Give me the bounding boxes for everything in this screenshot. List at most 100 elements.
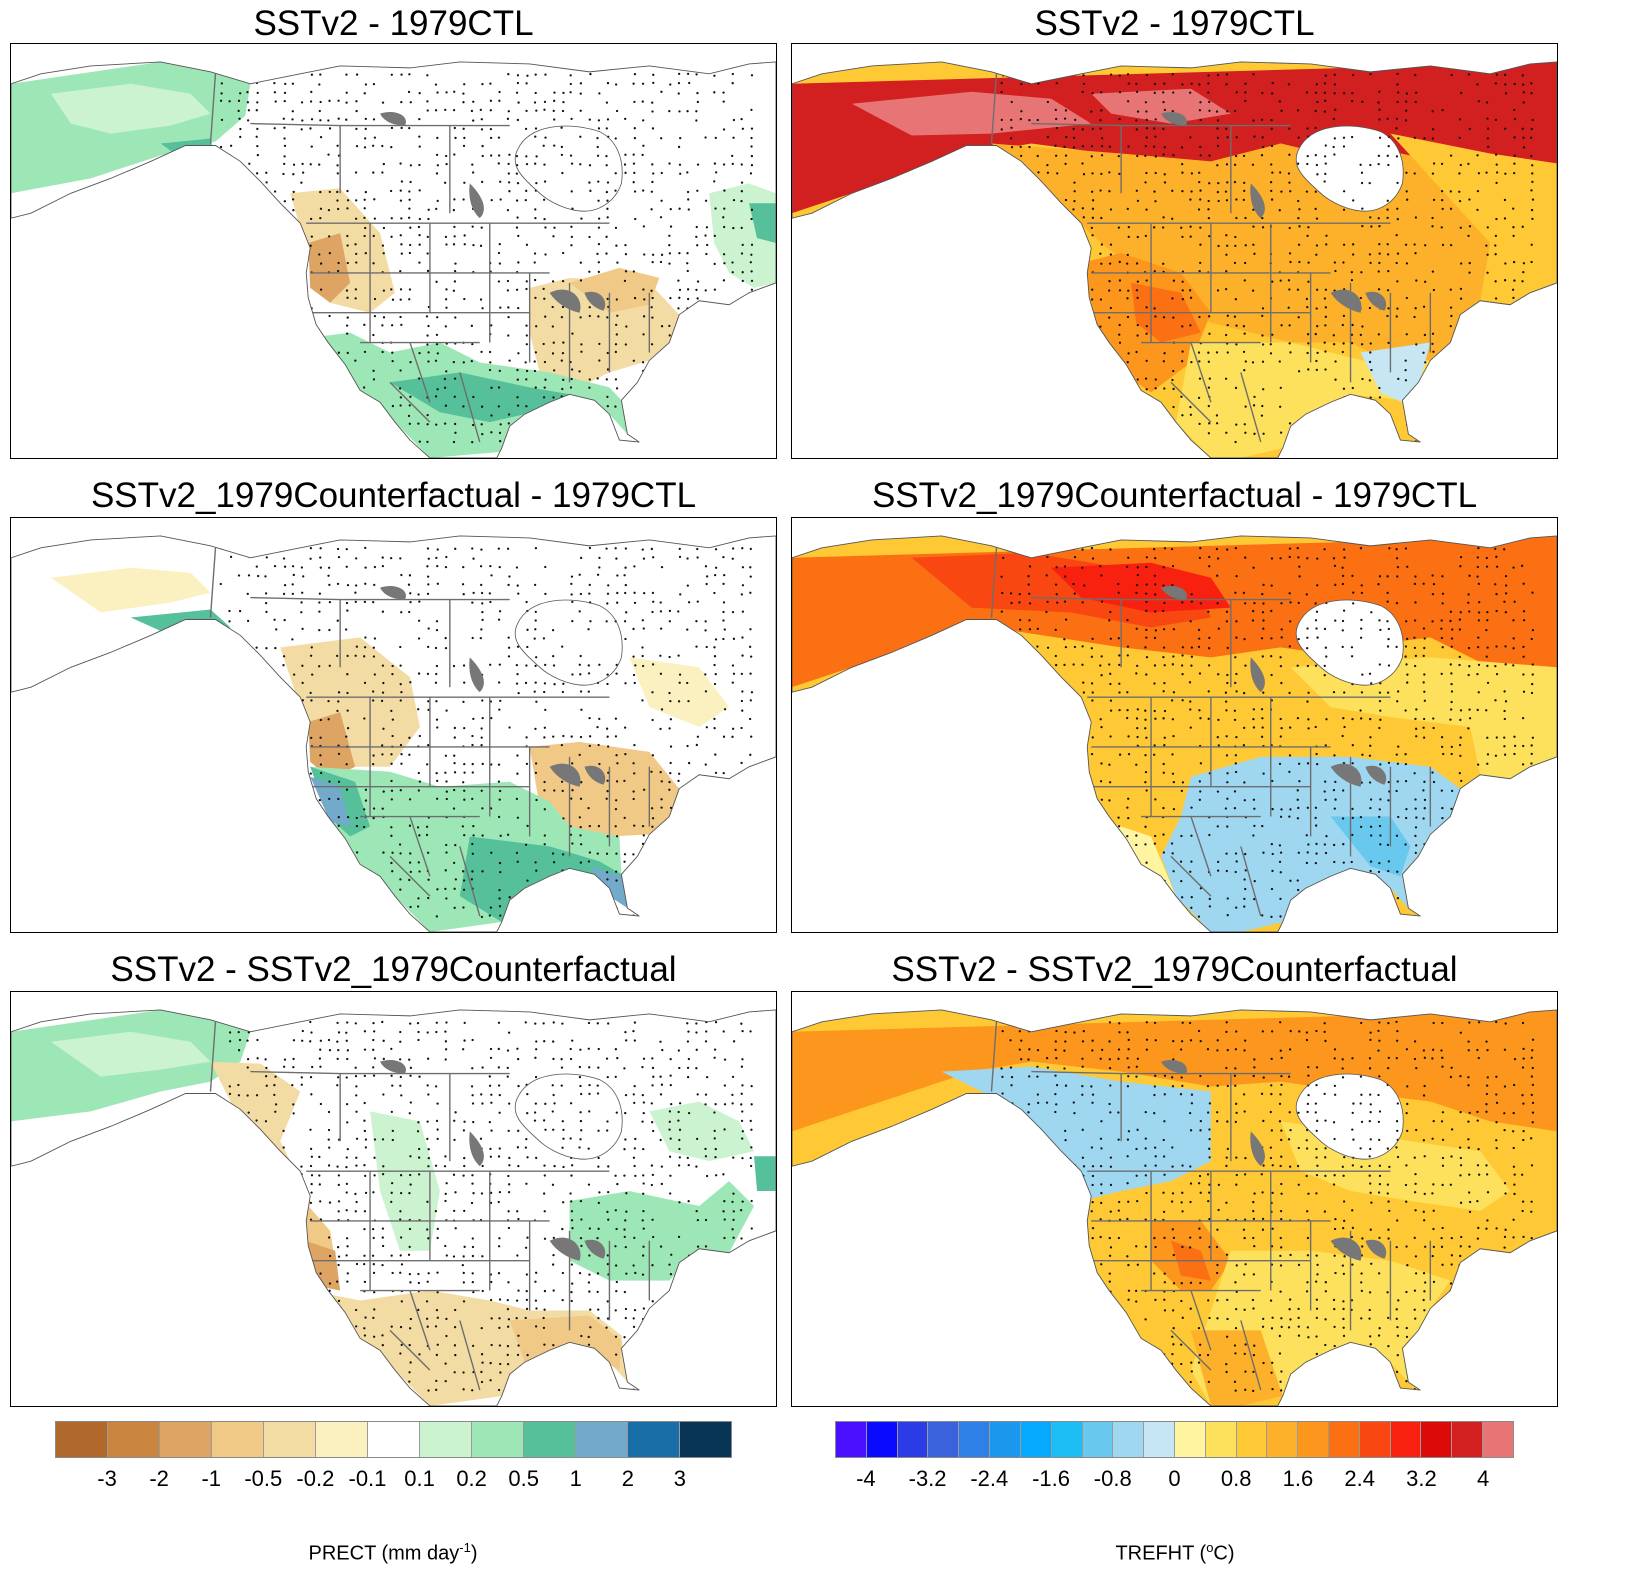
temp-tick-label: -3.2 xyxy=(908,1466,947,1491)
precip-swatch xyxy=(316,1422,368,1457)
hudson-bay xyxy=(515,1074,623,1160)
temp-swatch xyxy=(1236,1422,1268,1457)
temp-colorbar xyxy=(835,1421,1514,1458)
precip-label-end: ) xyxy=(470,1542,478,1565)
contour-region xyxy=(50,1031,211,1077)
contour-region xyxy=(1091,88,1231,124)
precip-tick-label: -3 xyxy=(97,1466,117,1491)
contour-region xyxy=(50,567,211,613)
temp-swatch xyxy=(928,1422,960,1457)
contour-region xyxy=(941,1066,1231,1201)
hudson-bay-coast xyxy=(1295,1073,1404,1160)
temp-tick-label: -4 xyxy=(856,1466,876,1491)
panel-title-precip-1: SSTv2 - 1979CTL xyxy=(253,4,534,43)
contour-region xyxy=(509,1315,622,1371)
contour-region xyxy=(50,83,211,134)
precip-tick-label: 1 xyxy=(569,1466,582,1491)
great-lakes xyxy=(380,112,606,313)
temp-swatch xyxy=(1082,1422,1114,1457)
contour-region xyxy=(851,91,1092,136)
precip-label-main: PRECT (mm day xyxy=(308,1542,460,1565)
precip-tick-label: 3 xyxy=(673,1466,687,1491)
precip-colorbar-label: PRECT (mm day-1) xyxy=(309,1540,478,1566)
contour-region xyxy=(1175,342,1431,458)
political-borders xyxy=(209,73,651,443)
temp-tick-label: -2.4 xyxy=(970,1466,1009,1491)
great-lakes xyxy=(1161,1060,1387,1261)
contour-region xyxy=(569,1181,755,1281)
precip-swatch xyxy=(576,1422,628,1457)
contour-region xyxy=(569,267,660,313)
precip-swatch xyxy=(628,1422,680,1457)
contour-region xyxy=(308,233,351,303)
coastline xyxy=(11,1009,776,1406)
hudson-bay-coast xyxy=(514,125,623,212)
temp-swatch xyxy=(866,1422,898,1457)
temp-tick-label: 0 xyxy=(1168,1466,1181,1491)
temp-label-sup: o xyxy=(1206,1540,1214,1555)
contour-region xyxy=(1161,756,1461,932)
contour-region xyxy=(649,1101,755,1162)
hudson-bay xyxy=(515,126,623,212)
hudson-bay xyxy=(1296,600,1404,686)
political-borders xyxy=(209,547,651,917)
hudson-bay-coast xyxy=(1295,125,1404,212)
temp-tick-label: 0.8 xyxy=(1220,1466,1252,1491)
coastline xyxy=(792,535,1557,932)
temp-swatch xyxy=(897,1422,929,1457)
political-borders xyxy=(990,547,1432,917)
precip-tick-label: -2 xyxy=(149,1466,169,1491)
hudson-bay xyxy=(1296,1074,1404,1160)
great-lakes xyxy=(1161,112,1387,313)
map-temp-2 xyxy=(791,517,1558,933)
temp-swatch xyxy=(1390,1422,1422,1457)
precip-tick-label: -1 xyxy=(201,1466,221,1491)
panel-title-precip-3: SSTv2 - SSTv2_1979Counterfactual xyxy=(110,950,677,989)
temp-tick-label: 1.6 xyxy=(1282,1466,1314,1491)
temp-swatch xyxy=(959,1422,991,1457)
great-lakes xyxy=(380,586,606,787)
precip-swatch xyxy=(108,1422,160,1457)
map-precip-3 xyxy=(10,991,777,1407)
temp-swatch xyxy=(1421,1422,1453,1457)
panel-title-temp-1: SSTv2 - 1979CTL xyxy=(1034,4,1315,43)
coastline xyxy=(792,61,1557,458)
precip-swatch xyxy=(56,1422,108,1457)
temp-swatch xyxy=(1174,1422,1206,1457)
map-precip-2 xyxy=(10,517,777,933)
precip-swatch xyxy=(420,1422,472,1457)
precip-tick-label: 0.1 xyxy=(404,1466,435,1491)
temp-swatch xyxy=(1205,1422,1237,1457)
temp-tick-label: 3.2 xyxy=(1406,1466,1437,1491)
hudson-bay-coast xyxy=(514,1073,623,1160)
panel-title-temp-3: SSTv2 - SSTv2_1979Counterfactual xyxy=(891,950,1458,989)
precip-tick-label: 0.2 xyxy=(456,1466,487,1491)
field-layer xyxy=(11,61,776,458)
great-lakes xyxy=(1161,586,1387,787)
temp-swatch xyxy=(1359,1422,1391,1457)
contour-region xyxy=(310,776,351,827)
precip-swatch xyxy=(524,1422,576,1457)
contour-region xyxy=(749,203,776,244)
temp-label-end: C) xyxy=(1213,1542,1235,1565)
panel-title-temp-2: SSTv2_1979Counterfactual - 1979CTL xyxy=(871,476,1478,515)
precip-swatch xyxy=(680,1422,731,1457)
temp-swatch xyxy=(1113,1422,1145,1457)
great-lakes xyxy=(380,1060,606,1261)
temp-swatch xyxy=(1144,1422,1175,1457)
contour-region xyxy=(370,1111,440,1251)
map-precip-1 xyxy=(10,43,777,459)
temp-tick-label: -0.8 xyxy=(1093,1466,1132,1491)
temp-label-main: TREFHT ( xyxy=(1115,1542,1207,1565)
precip-tick-label: -0.5 xyxy=(244,1466,283,1491)
panel-title-precip-2: SSTv2_1979Counterfactual - 1979CTL xyxy=(90,476,697,515)
hudson-bay-coast xyxy=(1295,599,1404,686)
temp-swatch xyxy=(836,1422,867,1457)
contour-region xyxy=(1390,133,1557,305)
temp-swatch xyxy=(1298,1422,1329,1457)
contour-region xyxy=(754,1156,776,1192)
temp-swatch xyxy=(990,1422,1021,1457)
hudson-bay xyxy=(515,600,623,686)
temp-swatch xyxy=(1020,1422,1052,1457)
temp-swatch xyxy=(1267,1422,1299,1457)
